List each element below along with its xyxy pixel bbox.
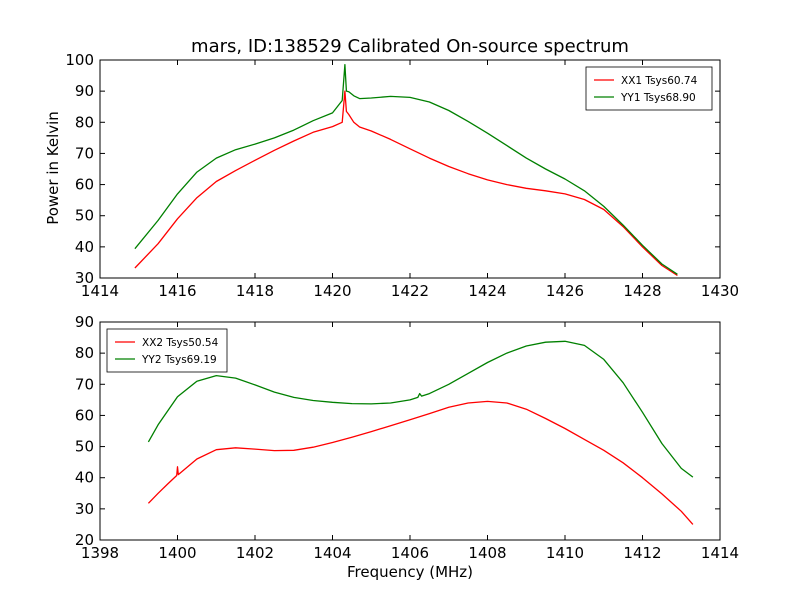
- legend: XX1 Tsys60.74 YY1 Tsys68.90: [585, 66, 713, 111]
- x-tick-label: 1410: [546, 544, 584, 562]
- y-tick-label: 30: [75, 269, 94, 287]
- series-line-xx1: [134, 90, 678, 277]
- x-tick-label: 1400: [158, 544, 196, 562]
- x-tick-label: 1422: [391, 282, 429, 300]
- top-panel: 1414 1416 1418 1420 1422 1424 1426 1428 1430 30 40…: [65, 51, 739, 300]
- x-tick-label: 1402: [236, 544, 274, 562]
- x-tick-label: 1430: [701, 282, 739, 300]
- bottom-panel: 1398 1400 1402 1404 1406 1408 1410 1412 1414 20 30…: [75, 313, 739, 562]
- y-tick-label: 80: [75, 113, 94, 131]
- x-tick-label: 1426: [546, 282, 584, 300]
- y-tick-label: 50: [75, 438, 94, 456]
- y-tick-label: 60: [75, 176, 94, 194]
- legend-label: XX2 Tsys50.54: [142, 337, 219, 349]
- legend: XX2 Tsys50.54 YY2 Tsys69.19: [106, 328, 228, 373]
- legend-label: YY1 Tsys68.90: [620, 92, 696, 104]
- x-tick-label: 1416: [158, 282, 196, 300]
- legend-label: YY2 Tsys69.19: [141, 354, 217, 366]
- y-tick-label: 90: [75, 313, 94, 331]
- x-tick-label: 1418: [236, 282, 274, 300]
- series-line-yy2: [147, 340, 694, 478]
- y-tick-label: 70: [75, 144, 94, 162]
- y-tick-label: 30: [75, 500, 94, 518]
- y-tick-label: 80: [75, 344, 94, 362]
- chart-title: mars, ID:138529 Calibrated On-source spe…: [191, 36, 629, 57]
- x-tick-label: 1424: [468, 282, 506, 300]
- x-tick-label: 1398: [81, 544, 119, 562]
- y-tick-label: 50: [75, 207, 94, 225]
- series-line-xx2: [147, 400, 694, 525]
- x-axis-label: Frequency (MHz): [347, 563, 473, 581]
- legend-box: [585, 66, 713, 111]
- y-tick-label: 100: [65, 51, 94, 69]
- y-tick-label: 40: [75, 469, 94, 487]
- x-tick-label: 1428: [623, 282, 661, 300]
- y-tick-label: 60: [75, 406, 94, 424]
- x-tick-label: 1412: [623, 544, 661, 562]
- y-tick-label: 90: [75, 82, 94, 100]
- y-tick-label: 20: [75, 531, 94, 549]
- x-tick-label: 1406: [391, 544, 429, 562]
- legend-label: XX1 Tsys60.74: [621, 75, 698, 87]
- y-tick-label: 40: [75, 238, 94, 256]
- y-tick-label: 70: [75, 375, 94, 393]
- x-tick-label: 1420: [313, 282, 351, 300]
- x-tick-label: 1414: [701, 544, 739, 562]
- x-tick-label: 1408: [468, 544, 506, 562]
- x-tick-label: 1414: [81, 282, 119, 300]
- series-line-yy1: [134, 64, 678, 275]
- legend-box: [106, 328, 228, 373]
- y-axis-label: Power in Kelvin: [44, 111, 62, 225]
- x-tick-label: 1404: [313, 544, 351, 562]
